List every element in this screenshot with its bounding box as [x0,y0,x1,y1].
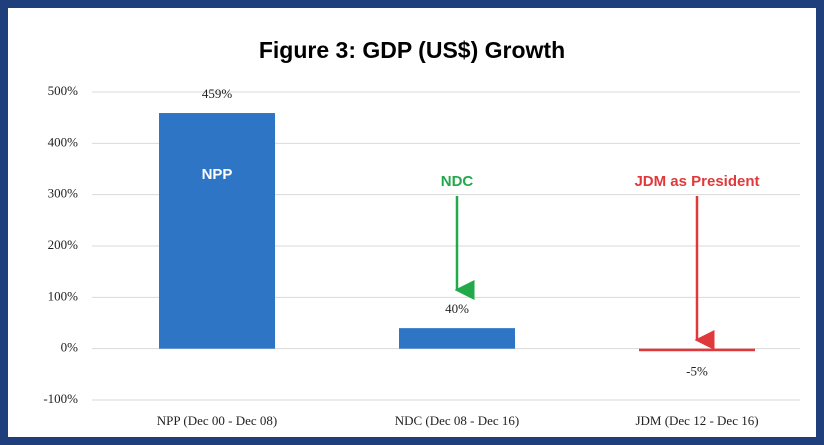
y-tick-label: 100% [48,288,79,303]
y-tick-label: 0% [61,340,79,355]
x-tick-label: JDM (Dec 12 - Dec 16) [635,413,758,428]
bar [159,113,275,349]
value-label: -5% [686,364,708,379]
y-tick-label: -100% [43,391,78,406]
y-tick-label: 200% [48,237,79,252]
annotation: JDM as President [634,173,759,190]
value-label: 459% [202,86,233,101]
value-label: 40% [445,301,469,316]
y-tick-label: 500% [48,83,79,98]
x-tick-label: NDC (Dec 08 - Dec 16) [395,413,520,428]
y-tick-label: 300% [48,186,79,201]
annotation: NDC [441,173,474,190]
bar [399,328,515,349]
y-tick-label: 400% [48,134,79,149]
chart-title: Figure 3: GDP (US$) Growth [259,37,565,63]
x-tick-label: NPP (Dec 00 - Dec 08) [157,413,277,428]
bar [639,348,755,352]
annotation: NPP [202,166,233,183]
